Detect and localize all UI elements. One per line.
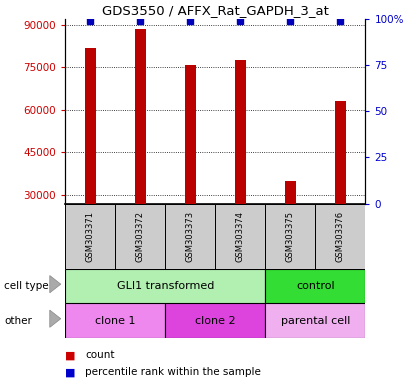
Bar [65, 204, 115, 269]
Text: clone 2: clone 2 [195, 316, 236, 326]
Text: GSM303371: GSM303371 [86, 211, 94, 262]
Text: clone 1: clone 1 [95, 316, 135, 326]
Text: control: control [296, 281, 335, 291]
Text: percentile rank within the sample: percentile rank within the sample [85, 367, 261, 377]
Polygon shape [50, 310, 61, 327]
Bar [135, 29, 146, 204]
Title: GDS3550 / AFFX_Rat_GAPDH_3_at: GDS3550 / AFFX_Rat_GAPDH_3_at [102, 3, 329, 17]
Bar [265, 303, 365, 338]
Bar [315, 204, 365, 269]
Text: GSM303373: GSM303373 [186, 210, 195, 262]
Text: other: other [4, 316, 32, 326]
Bar [65, 269, 265, 303]
Bar [84, 48, 96, 204]
Bar [265, 269, 365, 303]
Text: GSM303375: GSM303375 [286, 211, 295, 262]
Bar [335, 101, 346, 204]
Bar [235, 60, 246, 204]
Bar [285, 181, 296, 204]
Bar [185, 65, 196, 204]
Bar [65, 303, 165, 338]
Bar [165, 303, 265, 338]
Text: GSM303372: GSM303372 [136, 211, 144, 262]
Bar [265, 204, 315, 269]
Text: parental cell: parental cell [281, 316, 350, 326]
Bar [115, 204, 165, 269]
Text: cell type: cell type [4, 281, 49, 291]
Text: GSM303376: GSM303376 [336, 210, 345, 262]
Text: GSM303374: GSM303374 [236, 211, 245, 262]
Bar [215, 204, 265, 269]
Text: count: count [85, 350, 115, 360]
Polygon shape [50, 276, 61, 293]
Text: GLI1 transformed: GLI1 transformed [116, 281, 214, 291]
Text: ■: ■ [65, 350, 76, 360]
Text: ■: ■ [65, 367, 76, 377]
Bar [165, 204, 215, 269]
